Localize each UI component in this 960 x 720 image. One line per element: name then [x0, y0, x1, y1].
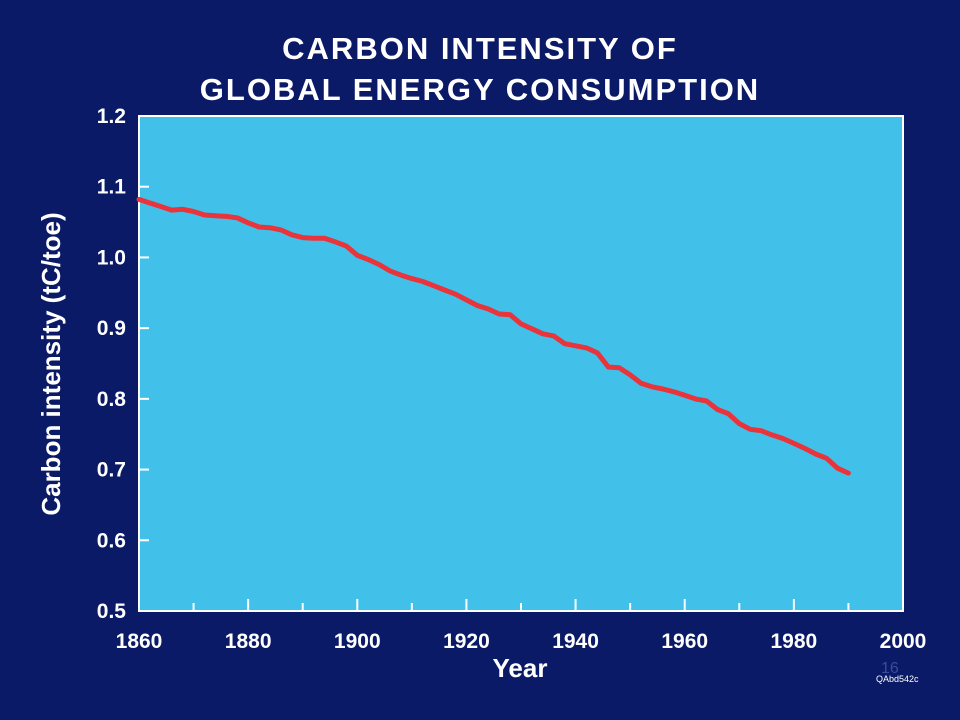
x-axis-title: Year	[493, 653, 548, 683]
chart-title-line-1: CARBON INTENSITY OF	[282, 31, 678, 66]
x-tick-label-1920: 1920	[443, 630, 490, 653]
y-tick-label-0.9: 0.9	[97, 317, 126, 340]
x-tick-label-1980: 1980	[770, 630, 817, 653]
series-line-0	[136, 196, 851, 476]
y-tick-label-0.8: 0.8	[97, 388, 127, 411]
x-axis-ticks	[138, 599, 904, 611]
y-tick-label-1.1: 1.1	[97, 176, 127, 199]
y-tick-label-0.5: 0.5	[97, 600, 127, 623]
y-tick-label-1.0: 1.0	[97, 246, 126, 269]
y-tick-label-0.7: 0.7	[97, 459, 126, 482]
x-tick-label-1940: 1940	[552, 630, 599, 653]
page-number: 16	[881, 660, 899, 677]
x-tick-label-1900: 1900	[334, 630, 381, 653]
x-tick-label-1860: 1860	[116, 630, 163, 653]
y-axis-title: Carbon intensity (tC/toe)	[36, 212, 66, 515]
x-axis-tick-labels: 1860 1880 1900 1920 1940 1960 1980 2000	[116, 630, 927, 653]
plot-area	[138, 115, 904, 612]
y-axis-ticks	[139, 115, 149, 612]
chart-title-line-2: GLOBAL ENERGY CONSUMPTION	[199, 72, 761, 107]
x-tick-label-2000: 2000	[880, 630, 927, 653]
slide-code: QAbd542c	[876, 674, 919, 684]
chart-title: CARBON INTENSITY OF GLOBAL ENERGY CONSUM…	[0, 28, 960, 110]
x-tick-label-1960: 1960	[661, 630, 708, 653]
x-tick-label-1880: 1880	[225, 630, 272, 653]
y-tick-label-0.6: 0.6	[97, 529, 126, 552]
y-axis-tick-labels: 0.5 0.6 0.7 0.8 0.9 1.0 1.1 1.2	[97, 105, 127, 623]
series-group	[136, 196, 851, 476]
y-tick-label-1.2: 1.2	[97, 105, 126, 128]
